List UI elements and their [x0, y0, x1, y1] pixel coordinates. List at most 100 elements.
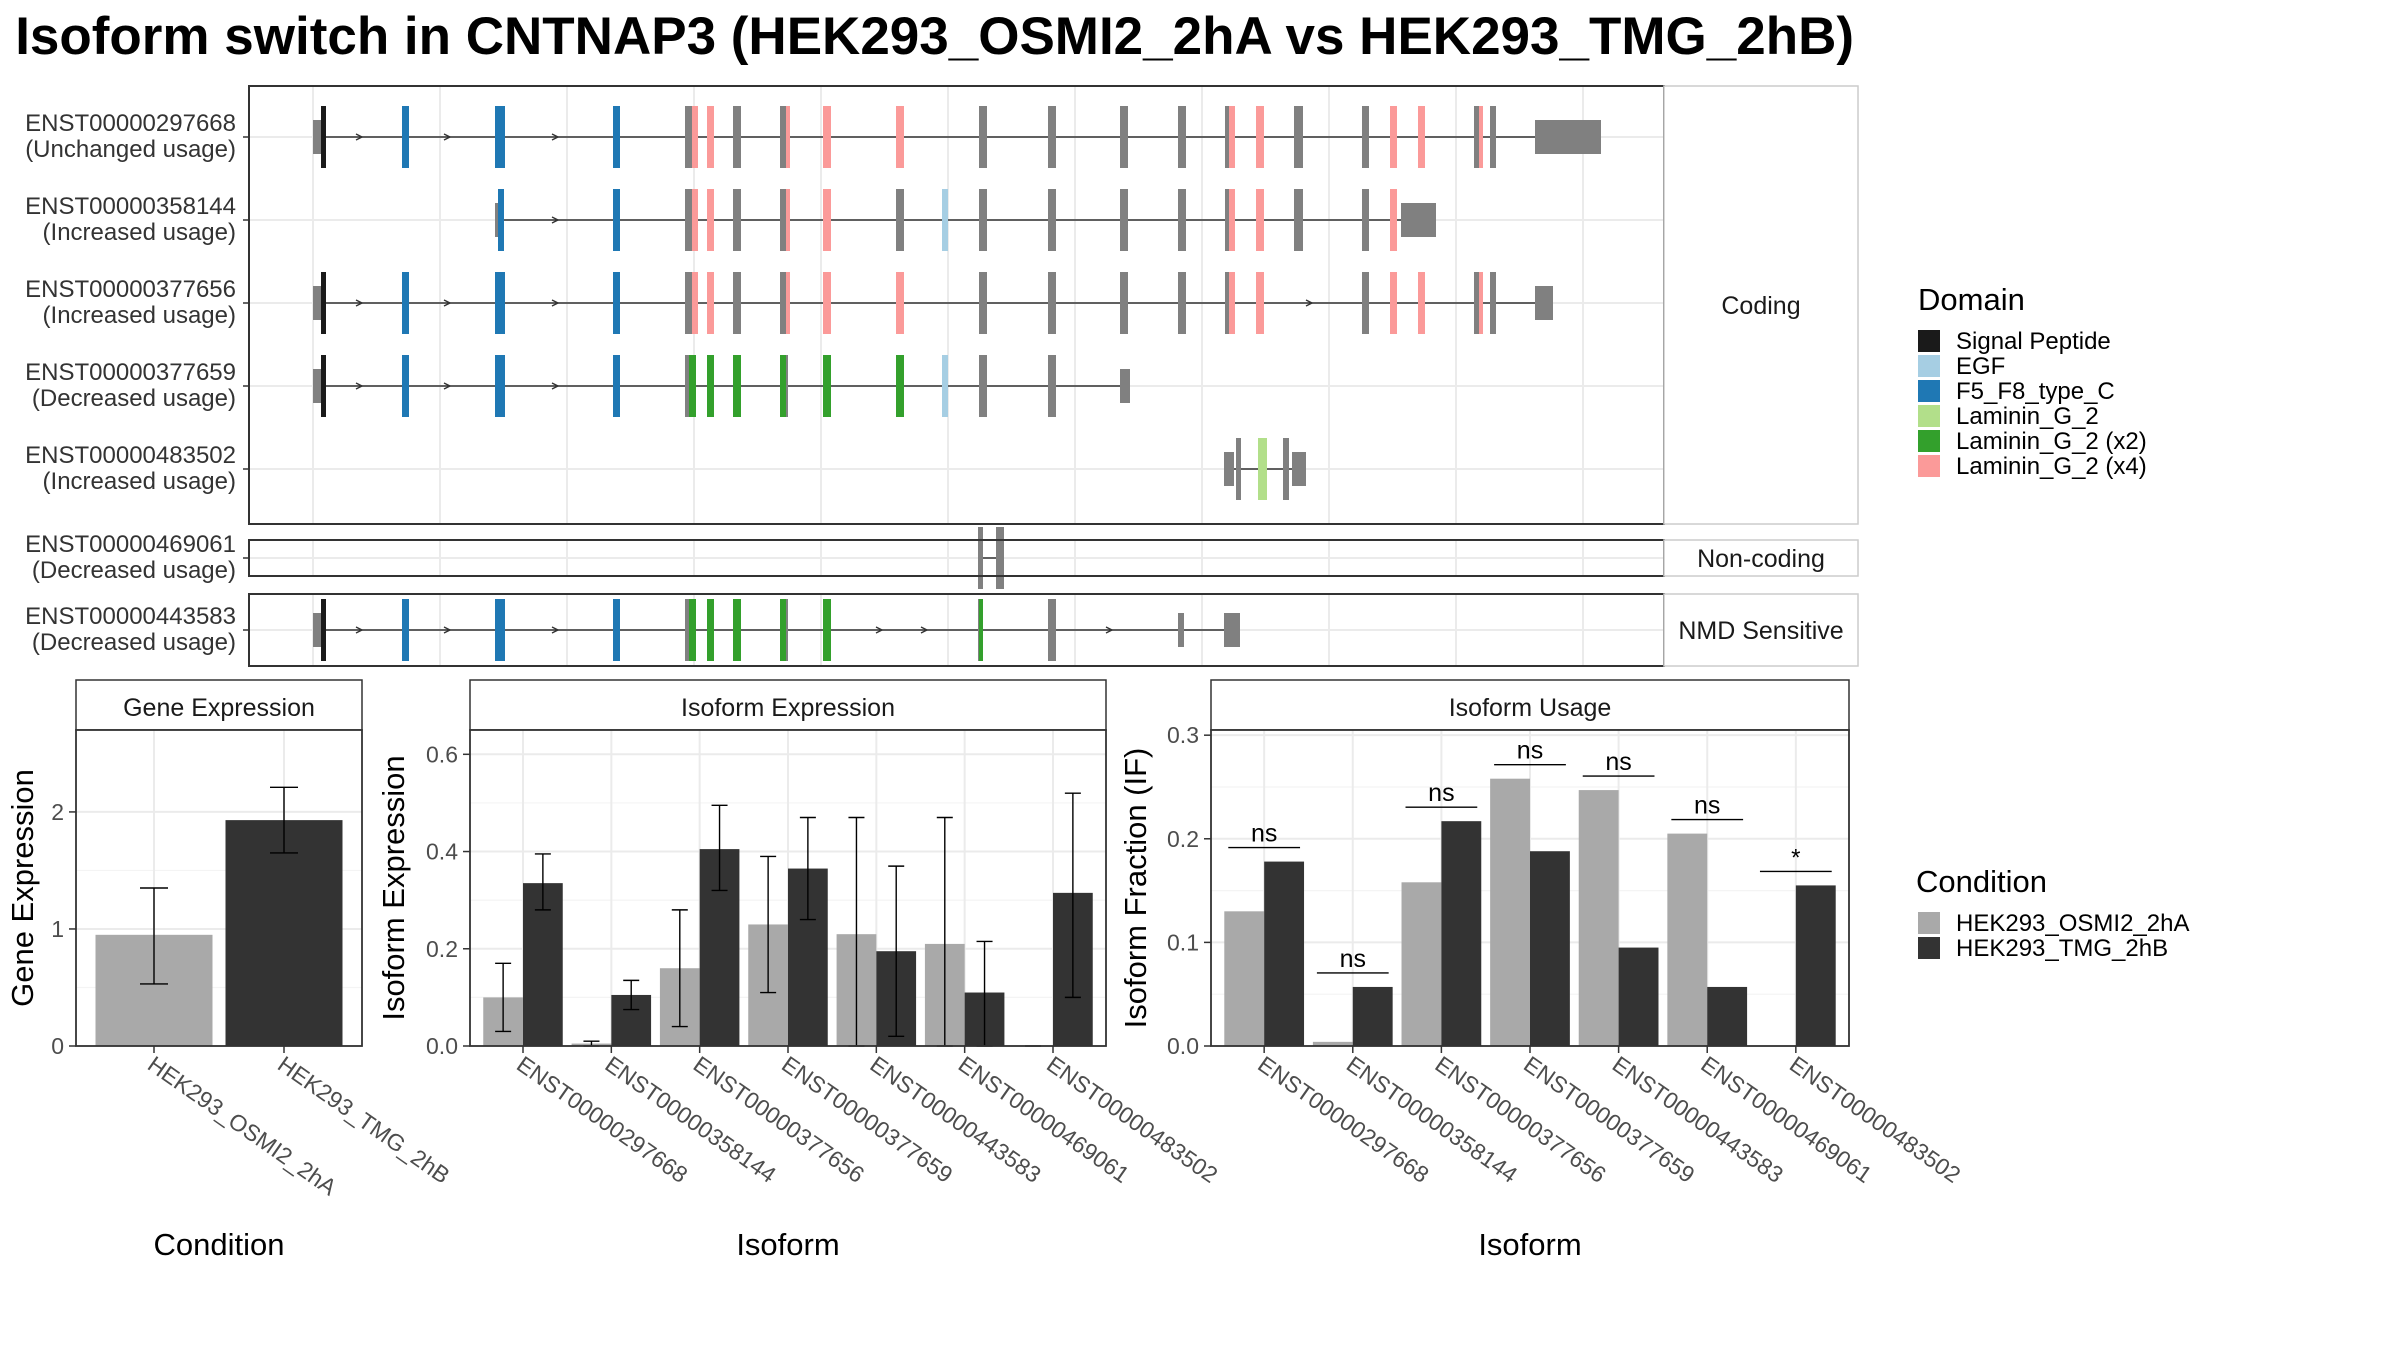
isoform-usage-label: (Increased usage) — [43, 219, 236, 246]
chart-strip — [1210, 679, 1850, 731]
exon-block — [979, 599, 983, 661]
legend-condition-swatch — [1918, 937, 1940, 959]
isoform-id-label: ENST00000377656 — [25, 276, 236, 303]
exon-block — [1225, 272, 1230, 334]
facet-label: NMD Sensitive — [1678, 617, 1843, 645]
exon-block — [689, 599, 696, 661]
exon-block — [896, 355, 904, 417]
structure-panel — [248, 527, 1859, 589]
y-tick-label: 0.0 — [1167, 1033, 1199, 1059]
exon-block — [495, 355, 505, 417]
intron-arrow — [551, 626, 560, 634]
bar — [1667, 833, 1708, 1046]
bar — [1224, 911, 1265, 1046]
exon-block — [685, 272, 693, 334]
exon-block — [1294, 189, 1303, 251]
exon-block — [823, 272, 831, 334]
exon-block — [495, 599, 505, 661]
intron-arrow — [355, 626, 364, 634]
bar — [1530, 851, 1570, 1046]
exon-block — [321, 599, 326, 661]
legend-domain-swatch — [1918, 355, 1940, 377]
exon-block — [692, 106, 698, 168]
exon-block — [823, 355, 831, 417]
significance-label: ns — [1340, 945, 1366, 973]
y-axis-title: Isoform Expression — [376, 755, 411, 1020]
exon-block — [1178, 613, 1184, 647]
legend-domain-item: Laminin_G_2 (x2) — [1956, 428, 2147, 455]
exon-block — [1479, 106, 1483, 168]
legend-domain-item: Laminin_G_2 — [1956, 403, 2099, 430]
legend-domain-swatch — [1918, 380, 1940, 402]
exon-block — [1390, 189, 1397, 251]
x-axis-title: Isoform — [736, 1227, 839, 1262]
y-tick-label: 0.2 — [426, 936, 458, 962]
exon-block — [1362, 106, 1369, 168]
exon-block — [1418, 106, 1425, 168]
exon-block — [692, 272, 698, 334]
bar — [1707, 986, 1748, 1046]
intron-arrow — [551, 299, 560, 307]
exon-block — [942, 355, 948, 417]
exon-block — [1120, 272, 1128, 334]
exon-block — [1229, 189, 1235, 251]
y-axis-title: Gene Expression — [5, 769, 40, 1007]
isoform-usage-label: (Decreased usage) — [32, 629, 236, 656]
facet-strip — [1663, 539, 1859, 577]
exon-block — [1120, 106, 1128, 168]
exon-block — [613, 272, 620, 334]
exon-block — [692, 189, 698, 251]
legend-domain-swatch — [1918, 430, 1940, 452]
exon-block — [780, 189, 788, 251]
y-tick-label: 0.2 — [1167, 826, 1199, 852]
isoform-usage-label: (Increased usage) — [43, 302, 236, 329]
bar — [1352, 986, 1393, 1046]
chart-panel-title: Gene Expression — [123, 694, 315, 722]
bar — [1312, 1041, 1353, 1046]
exon-block — [978, 527, 983, 589]
exon-block — [823, 189, 831, 251]
exon-block — [1225, 106, 1230, 168]
exon-block — [1258, 438, 1267, 500]
legend-domain-item: Laminin_G_2 (x4) — [1956, 453, 2147, 480]
exon-block — [321, 272, 326, 334]
facet-label: Non-coding — [1697, 545, 1825, 573]
legend-domain-swatch — [1918, 330, 1940, 352]
exon-block — [1490, 272, 1496, 334]
y-tick-label: 1 — [51, 916, 64, 942]
exon-block — [1294, 106, 1303, 168]
exon-block — [1178, 189, 1186, 251]
intron-arrow — [1105, 626, 1114, 634]
significance-label: ns — [1605, 748, 1631, 776]
facet-strip — [1663, 593, 1859, 667]
legend-condition-item: HEK293_OSMI2_2hA — [1956, 910, 2189, 937]
exon-block — [1474, 272, 1479, 334]
title-wrap: Isoform switch in CNTNAP3 (HEK293_OSMI2_… — [0, 0, 1864, 78]
exon-block — [733, 355, 741, 417]
exon-block — [402, 355, 409, 417]
legend-domain-swatch — [1918, 455, 1940, 477]
exon-block — [823, 106, 831, 168]
exon-block — [786, 189, 790, 251]
legend-domain-swatch — [1918, 405, 1940, 427]
isoform-usage-label: (Decreased usage) — [32, 385, 236, 412]
exon-block — [1256, 189, 1264, 251]
exon-block — [1535, 286, 1553, 320]
intron-arrow — [355, 382, 364, 390]
plot-border — [75, 729, 363, 1047]
exon-block — [1256, 106, 1264, 168]
exon-block — [402, 599, 409, 661]
facet-strip — [1663, 85, 1859, 525]
chart-title: Isoform switch in CNTNAP3 (HEK293_OSMI2_… — [15, 7, 1854, 66]
exon-block — [733, 106, 741, 168]
exon-block — [979, 272, 987, 334]
intron-arrow — [355, 133, 364, 141]
structure-panel-bg — [249, 86, 1664, 524]
exon-block — [1229, 106, 1235, 168]
exon-block — [402, 272, 409, 334]
bar — [1618, 947, 1659, 1046]
intron-arrow — [443, 133, 452, 141]
isoform-id-label: ENST00000469061 — [25, 531, 236, 558]
y-tick-label: 0 — [51, 1033, 64, 1059]
